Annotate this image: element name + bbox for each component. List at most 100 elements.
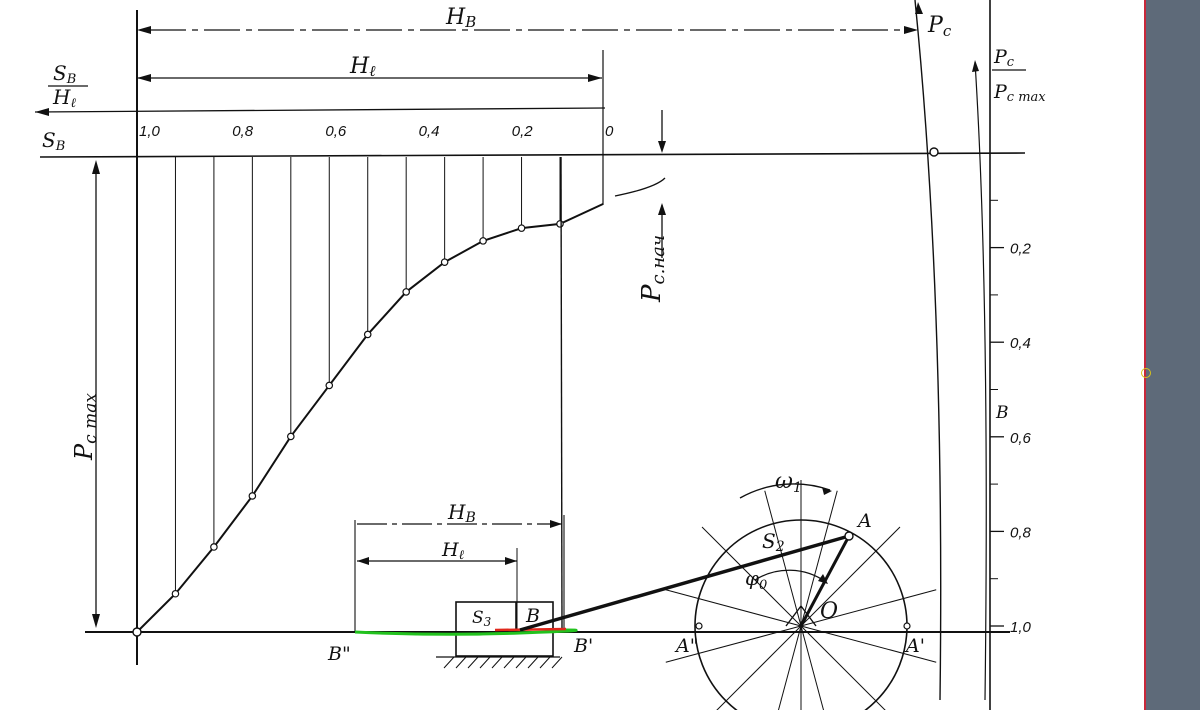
curve-point bbox=[287, 432, 295, 441]
point-a-marker bbox=[844, 531, 854, 541]
hb-arrow-right bbox=[904, 26, 918, 34]
a-prime-label: A' bbox=[904, 635, 925, 657]
right-scale-tick-label: 0,2 bbox=[1010, 241, 1032, 258]
panel-resize-handle[interactable] bbox=[1141, 368, 1151, 378]
ground-hatch-line bbox=[539, 656, 551, 669]
curve-point bbox=[210, 543, 218, 551]
top-scale-tick-label: 0,2 bbox=[512, 123, 534, 140]
pc-top-label: Pc bbox=[927, 13, 952, 40]
ground-hatch-line bbox=[479, 656, 491, 669]
b-double-prime-label: B" bbox=[327, 643, 351, 665]
right-scale-ticks bbox=[990, 199, 1004, 627]
phi-arc bbox=[754, 569, 827, 583]
ratio-denominator-label: Hℓ bbox=[52, 85, 76, 111]
top-scale-tick-label: 1,0 bbox=[139, 123, 161, 140]
ground-hatch-line bbox=[527, 656, 539, 669]
side-panel bbox=[1146, 0, 1200, 710]
a-double-prime-label: A" bbox=[674, 635, 698, 657]
right-scale-labels: 0,2 0,4 0,6 0,8 1,0 bbox=[1010, 241, 1032, 636]
point-a-prime-marker bbox=[903, 622, 911, 630]
curve-point bbox=[556, 220, 564, 228]
a-point-label: A bbox=[856, 510, 872, 532]
curve-point bbox=[402, 288, 410, 296]
omega-arrow bbox=[822, 487, 832, 495]
omega-label: ω1 bbox=[775, 469, 802, 496]
ratio-numerator-label: SB bbox=[53, 61, 76, 87]
sb-baseline bbox=[39, 152, 1026, 158]
pcmax-arrow-bottom bbox=[92, 614, 100, 628]
b-right-label: B bbox=[995, 403, 1009, 423]
hl-small-arrow-right bbox=[505, 557, 517, 565]
s2-label: S2 bbox=[762, 529, 785, 555]
curve-point bbox=[325, 381, 334, 390]
ratio-arrow-left bbox=[35, 108, 49, 116]
pc-ratio-denominator: Pc max bbox=[993, 81, 1046, 105]
hl-upper-label: Hℓ bbox=[349, 54, 375, 80]
top-scale-tick-label: 0 bbox=[605, 123, 614, 140]
hb-upper-label: HB bbox=[445, 5, 476, 31]
top-scale-tick-label: 0,6 bbox=[325, 123, 347, 140]
right-scale-tick-label: 0,8 bbox=[1010, 524, 1032, 541]
top-scale-tick-label: 0,4 bbox=[419, 123, 440, 140]
origin-marker bbox=[132, 627, 142, 637]
pcmax-label: Pc max bbox=[70, 393, 101, 461]
green-stroke-path bbox=[354, 628, 578, 636]
pc-ratio-numerator: Pc bbox=[993, 46, 1015, 70]
pc-nach-arrow-head bbox=[658, 203, 666, 215]
offset-arrow-head bbox=[658, 141, 666, 153]
b-slider-label: B bbox=[525, 605, 540, 627]
pc-arc-outer bbox=[914, 0, 942, 701]
right-scale-tick-label: 0,4 bbox=[1010, 335, 1031, 352]
pc-nach-leader bbox=[614, 177, 666, 197]
connecting-rod bbox=[519, 534, 850, 632]
red-stroke-path bbox=[494, 627, 567, 632]
side-panel-border bbox=[1144, 0, 1146, 710]
curve-point bbox=[479, 237, 487, 245]
curve-points bbox=[171, 220, 564, 598]
pc-arc-inner bbox=[974, 61, 987, 701]
hatching-lines bbox=[174, 157, 561, 594]
curve-point bbox=[363, 330, 372, 339]
ground-hatch-line bbox=[515, 656, 527, 669]
omega-arc bbox=[739, 483, 831, 499]
hl-arrow-right bbox=[588, 74, 602, 82]
sb-label: SB bbox=[42, 128, 65, 154]
right-scale-tick-label: 1,0 bbox=[1010, 619, 1032, 636]
mechanism-diagram: HB Hℓ SB Hℓ SB Pc Pc Pc max Pc max Pc.на… bbox=[34, 0, 1046, 710]
pc-nach-label: Pc.нач bbox=[637, 235, 669, 303]
curve-point bbox=[517, 224, 526, 232]
pc-ratio-arrow bbox=[972, 60, 979, 72]
curve-point bbox=[440, 258, 449, 266]
hl-small-arrow-left bbox=[357, 557, 369, 565]
hl-arrow-left bbox=[137, 74, 151, 82]
ground-hatch-line bbox=[491, 656, 503, 669]
b-prime-vertical bbox=[560, 156, 563, 633]
crank-support bbox=[785, 604, 817, 627]
curve-point bbox=[171, 589, 180, 598]
hb-small-upper-label: HB bbox=[447, 500, 476, 526]
hl-small-label: Hℓ bbox=[441, 539, 465, 563]
drawing-canvas: HB Hℓ SB Hℓ SB Pc Pc Pc max Pc max Pc.на… bbox=[34, 0, 1047, 710]
ground-hatching bbox=[443, 656, 563, 669]
top-scale-labels: 1,0 0,8 0,6 0,4 0,2 0 bbox=[139, 123, 614, 140]
point-a-double-prime-marker bbox=[695, 622, 703, 630]
ground-hatch-line bbox=[551, 656, 563, 669]
right-scale-tick-label: 0,6 bbox=[1010, 430, 1032, 447]
force-curve bbox=[136, 203, 604, 633]
pcmax-arrow-top bbox=[92, 160, 100, 174]
ground-hatch-line bbox=[443, 656, 455, 669]
hb-arrow-left bbox=[137, 26, 151, 34]
curve-point bbox=[248, 492, 257, 500]
o-point-label: O bbox=[820, 599, 838, 624]
ratio-scale-line bbox=[34, 107, 606, 113]
top-scale-tick-label: 0,8 bbox=[232, 123, 254, 140]
s3-label: S3 bbox=[472, 608, 492, 629]
ground-hatch-line bbox=[467, 656, 479, 669]
hb-small-arrow bbox=[550, 520, 562, 528]
ground-hatch-line bbox=[503, 656, 515, 669]
ground-hatch-line bbox=[455, 656, 467, 669]
pc-arc-arrow bbox=[915, 2, 923, 14]
phi-label: φ0 bbox=[745, 566, 767, 593]
b-prime-label: B' bbox=[573, 635, 593, 657]
